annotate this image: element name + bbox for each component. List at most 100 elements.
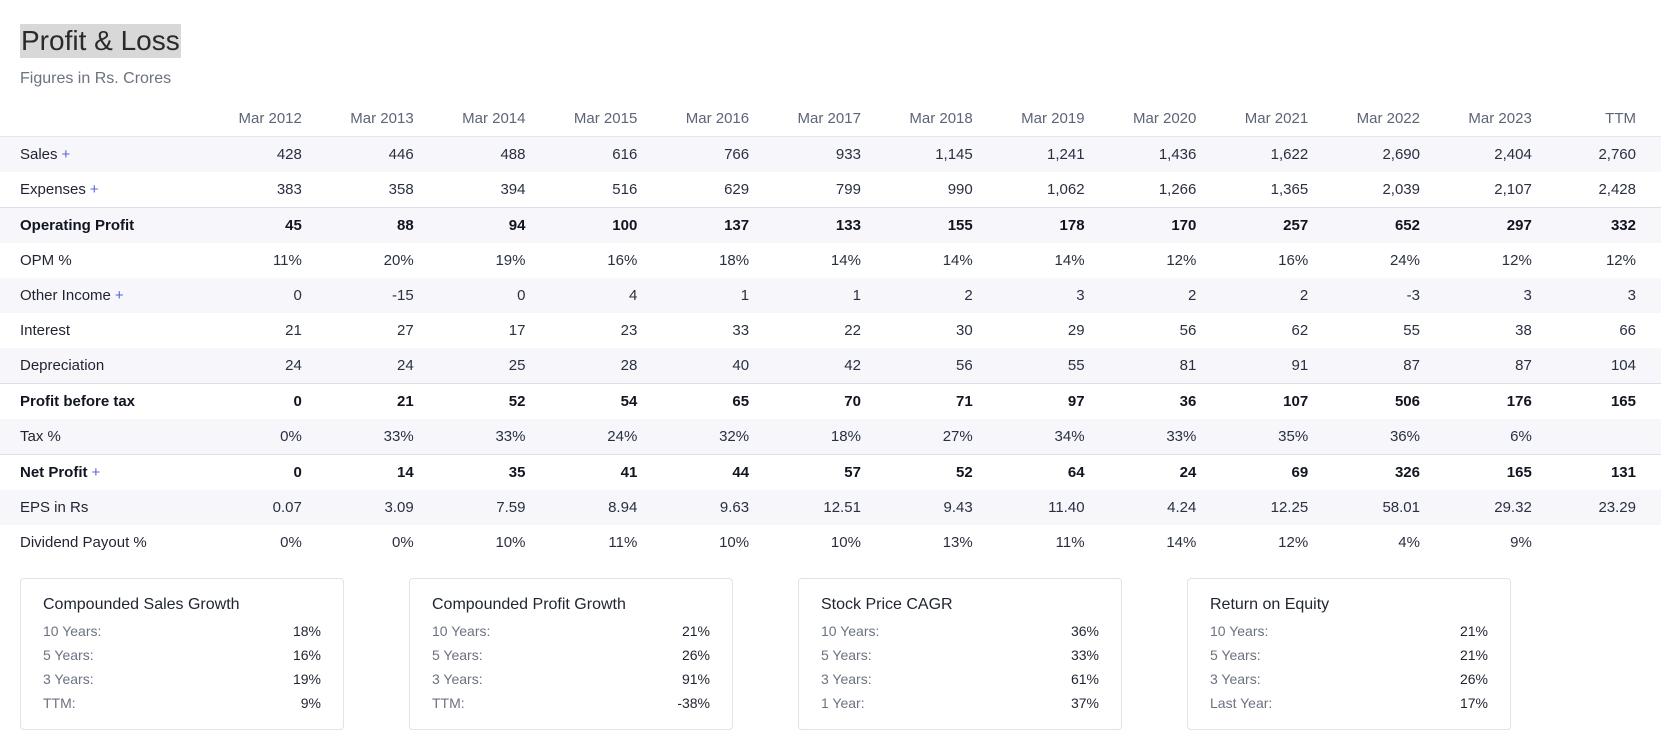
table-cell: 0% — [214, 419, 326, 455]
table-row[interactable]: Other Income +0 -15 0 4 1 1 2 3 2 2 -3 3 3 — [0, 278, 1661, 313]
table-cell: 24% — [1389, 252, 1420, 269]
table-cell: 23 — [620, 322, 638, 339]
card-row-value: 21% — [1459, 647, 1488, 663]
card-row-value: -38% — [677, 695, 710, 711]
table-cell: 326 — [1332, 454, 1444, 490]
table-cell: 11% — [272, 252, 302, 269]
table-cell: 332 — [1555, 207, 1661, 243]
table-cell: 33% — [437, 419, 550, 455]
table-cell: 58.01 — [1332, 490, 1444, 525]
table-cell: 137 — [661, 207, 774, 243]
card-row-value: 36% — [1070, 623, 1099, 639]
table-cell — [1555, 419, 1661, 455]
card-row: 10 Years: 21% — [1210, 619, 1488, 643]
card-row: TTM: -38% — [432, 691, 710, 715]
table-cell: 14% — [942, 252, 973, 269]
card-row-label: TTM: — [432, 695, 465, 711]
table-cell: 616 — [549, 136, 662, 172]
table-cell: 88 — [325, 207, 438, 243]
table-cell: 28 — [549, 348, 662, 384]
expand-plus-icon[interactable]: + — [89, 181, 99, 198]
table-cell: 14 — [325, 454, 438, 490]
table-cell: 24 — [214, 348, 326, 384]
card-row-value: 19% — [292, 671, 321, 687]
expand-plus-icon[interactable]: + — [114, 287, 124, 304]
table-row[interactable]: Sales +428 446 488 616 766 933 1,145 1,241 1,436 1… — [0, 136, 1661, 172]
row-label[interactable]: Net Profit + — [0, 454, 215, 490]
table-cell: 55 — [1403, 322, 1420, 339]
card-row: 1 Year: 37% — [821, 691, 1099, 715]
card-row-label: 10 Years: — [43, 623, 102, 639]
table-cell: 94 — [437, 207, 550, 243]
row-label[interactable]: Other Income + — [0, 278, 215, 313]
card-row: Last Year: 17% — [1210, 691, 1488, 715]
table-cell: 104 — [1555, 348, 1661, 384]
table-cell: 12.51 — [773, 490, 885, 525]
column-header: Mar 2021 — [1220, 100, 1333, 137]
table-cell: 11.40 — [996, 490, 1109, 525]
table-cell: 65 — [661, 383, 774, 419]
table-cell: 30 — [956, 322, 973, 339]
table-cell: 12% — [1278, 534, 1309, 551]
table-cell: 44 — [661, 454, 774, 490]
row-label[interactable]: Sales + — [0, 136, 215, 172]
card-row-label: 10 Years: — [432, 623, 491, 639]
summary-card: Compounded Profit Growth 10 Years: 21% 5 Ye… — [409, 578, 733, 730]
column-header: Mar 2022 — [1332, 100, 1444, 137]
row-label-text: EPS in Rs — [20, 499, 89, 516]
table-cell: 91 — [1220, 348, 1333, 384]
table-cell: -15 — [325, 278, 438, 313]
table-cell: 9.63 — [661, 490, 774, 525]
card-row-value: 17% — [1459, 695, 1488, 711]
table-cell: 70 — [773, 383, 885, 419]
column-header: Mar 2014 — [437, 100, 550, 137]
table-cell: 29 — [1067, 322, 1085, 339]
table-cell: 1 — [661, 278, 774, 313]
table-cell: 38 — [1515, 322, 1532, 339]
table-cell: 0 — [214, 278, 326, 313]
table-cell: 62 — [1291, 322, 1309, 339]
table-cell: 0% — [280, 534, 302, 551]
table-cell: 9.43 — [884, 490, 997, 525]
table-cell: 52 — [437, 383, 550, 419]
card-row-label: 3 Years: — [432, 671, 483, 687]
card-row-label: 3 Years: — [821, 671, 872, 687]
table-cell: 3 — [1443, 278, 1556, 313]
card-row-value: 26% — [1459, 671, 1488, 687]
table-row: Dividend Payout % 0% 0% 10% 11% 10% 10% 13% 11% 1… — [0, 525, 1661, 560]
card-row-label: 10 Years: — [1210, 623, 1269, 639]
table-cell: 1,266 — [1158, 181, 1197, 198]
table-cell: 35 — [437, 454, 550, 490]
card-title: Compounded Sales Growth — [43, 596, 240, 613]
table-cell: 257 — [1220, 207, 1333, 243]
table-cell: 16% — [1278, 252, 1309, 269]
expand-plus-icon[interactable]: + — [61, 146, 71, 163]
column-header: TTM — [1555, 100, 1661, 137]
table-cell: 170 — [1108, 207, 1221, 243]
card-row: 3 Years: 26% — [1210, 667, 1488, 691]
table-cell: 12.25 — [1220, 490, 1333, 525]
column-header: Mar 2023 — [1443, 100, 1556, 137]
table-cell: 14% — [830, 252, 861, 269]
table-cell: 165 — [1443, 454, 1556, 490]
table-header-row: Mar 2012 Mar 2013 Mar 2014 Mar 2015 Mar 2016… — [0, 100, 1661, 137]
card-title: Stock Price CAGR — [821, 596, 953, 613]
row-label: Tax % — [0, 419, 215, 455]
table-cell: 2 — [1220, 278, 1333, 313]
row-label[interactable]: Expenses + — [0, 172, 214, 208]
table-cell: 1 — [773, 278, 885, 313]
table-cell: 17 — [508, 322, 526, 339]
table-cell: 81 — [1108, 348, 1221, 384]
table-cell: 69 — [1220, 454, 1333, 490]
table-row[interactable]: Expenses +383 358 394 516 629 799 990 1,062 1,266… — [0, 172, 1661, 208]
table-cell: 14% — [1166, 534, 1197, 551]
table-row[interactable]: Net Profit +0 14 35 41 44 57 52 64 24 69 326 165 131 — [0, 454, 1661, 490]
table-cell: 2,428 — [1598, 181, 1636, 198]
table-cell: 446 — [325, 136, 438, 172]
expand-plus-icon[interactable]: + — [91, 464, 101, 481]
row-label-text: Sales — [20, 146, 58, 163]
table-cell: 19% — [495, 252, 526, 269]
table-cell: 2,039 — [1382, 181, 1420, 198]
table-cell: 35% — [1220, 419, 1333, 455]
row-label-text: Interest — [20, 322, 71, 339]
